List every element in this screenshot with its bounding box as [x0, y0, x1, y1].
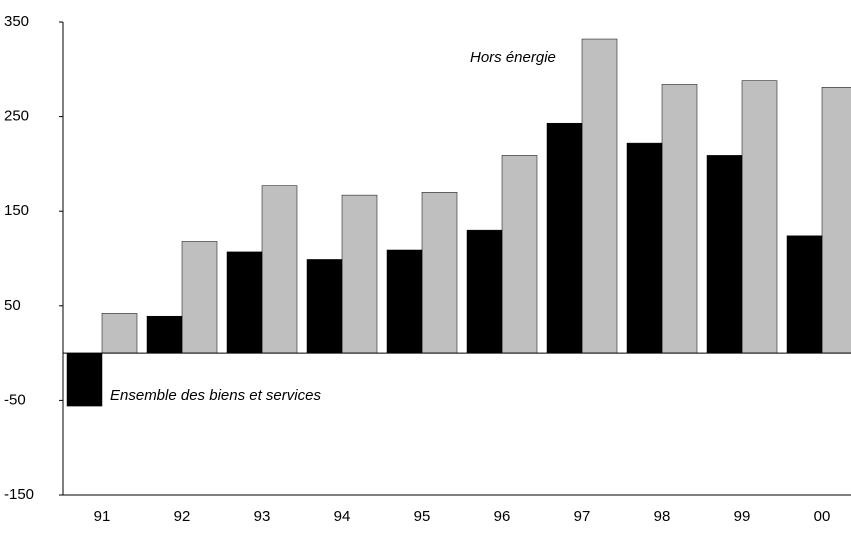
y-tick-label: -50 [4, 391, 26, 408]
bar [386, 249, 423, 354]
x-tick-label: 94 [334, 508, 351, 525]
bar [741, 80, 778, 354]
bar [226, 251, 263, 354]
bar [581, 38, 618, 354]
x-tick-label: 00 [814, 508, 831, 525]
bar [661, 84, 698, 354]
x-tick-label: 92 [174, 508, 191, 525]
bar [421, 192, 458, 354]
bar [261, 185, 298, 354]
x-tick-label: 95 [414, 508, 431, 525]
y-tick-label: 250 [4, 108, 29, 125]
bar [706, 155, 743, 354]
bar [181, 241, 218, 354]
x-tick-label: 91 [94, 508, 111, 525]
x-tick-label: 99 [734, 508, 751, 525]
series-label: Hors énergie [470, 49, 556, 66]
x-tick-label: 98 [654, 508, 671, 525]
y-tick-label: 150 [4, 202, 29, 219]
x-tick-label: 96 [494, 508, 511, 525]
bar [466, 229, 503, 354]
y-tick-label: 350 [4, 13, 29, 30]
bar [786, 235, 823, 354]
bar [626, 142, 663, 354]
y-tick-label: -150 [4, 486, 34, 503]
bar [501, 155, 538, 354]
series-label: Ensemble des biens et services [110, 387, 321, 404]
x-tick-label: 93 [254, 508, 271, 525]
y-tick-label: 50 [4, 297, 21, 314]
bar [341, 194, 378, 354]
x-tick-label: 97 [574, 508, 591, 525]
bar [66, 352, 103, 407]
bar [101, 313, 138, 354]
bar [821, 87, 851, 354]
bar [306, 259, 343, 354]
bar [146, 315, 183, 354]
bar [546, 122, 583, 354]
